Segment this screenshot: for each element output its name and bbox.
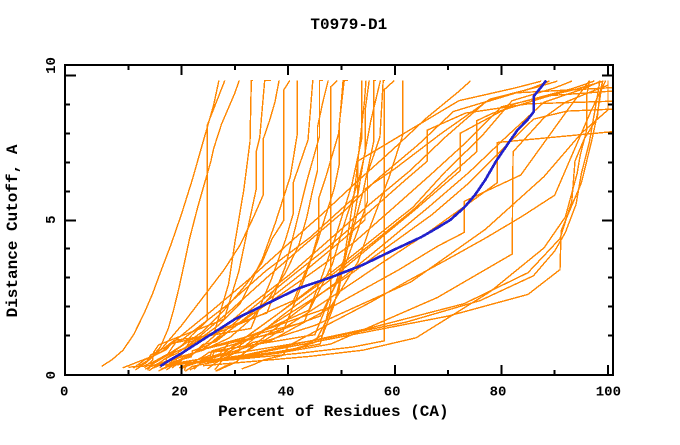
svg-text:10: 10 [44, 57, 60, 74]
svg-text:20: 20 [171, 385, 188, 401]
svg-text:T0979-D1: T0979-D1 [310, 16, 387, 34]
svg-text:5: 5 [44, 215, 60, 223]
svg-text:100: 100 [596, 385, 621, 401]
svg-text:0: 0 [60, 385, 68, 401]
svg-text:Distance Cutoff, A: Distance Cutoff, A [4, 144, 22, 317]
svg-text:40: 40 [278, 385, 295, 401]
svg-text:80: 80 [490, 385, 507, 401]
svg-text:Percent of Residues (CA): Percent of Residues (CA) [218, 403, 448, 421]
svg-text:60: 60 [384, 385, 401, 401]
svg-text:0: 0 [44, 371, 60, 379]
